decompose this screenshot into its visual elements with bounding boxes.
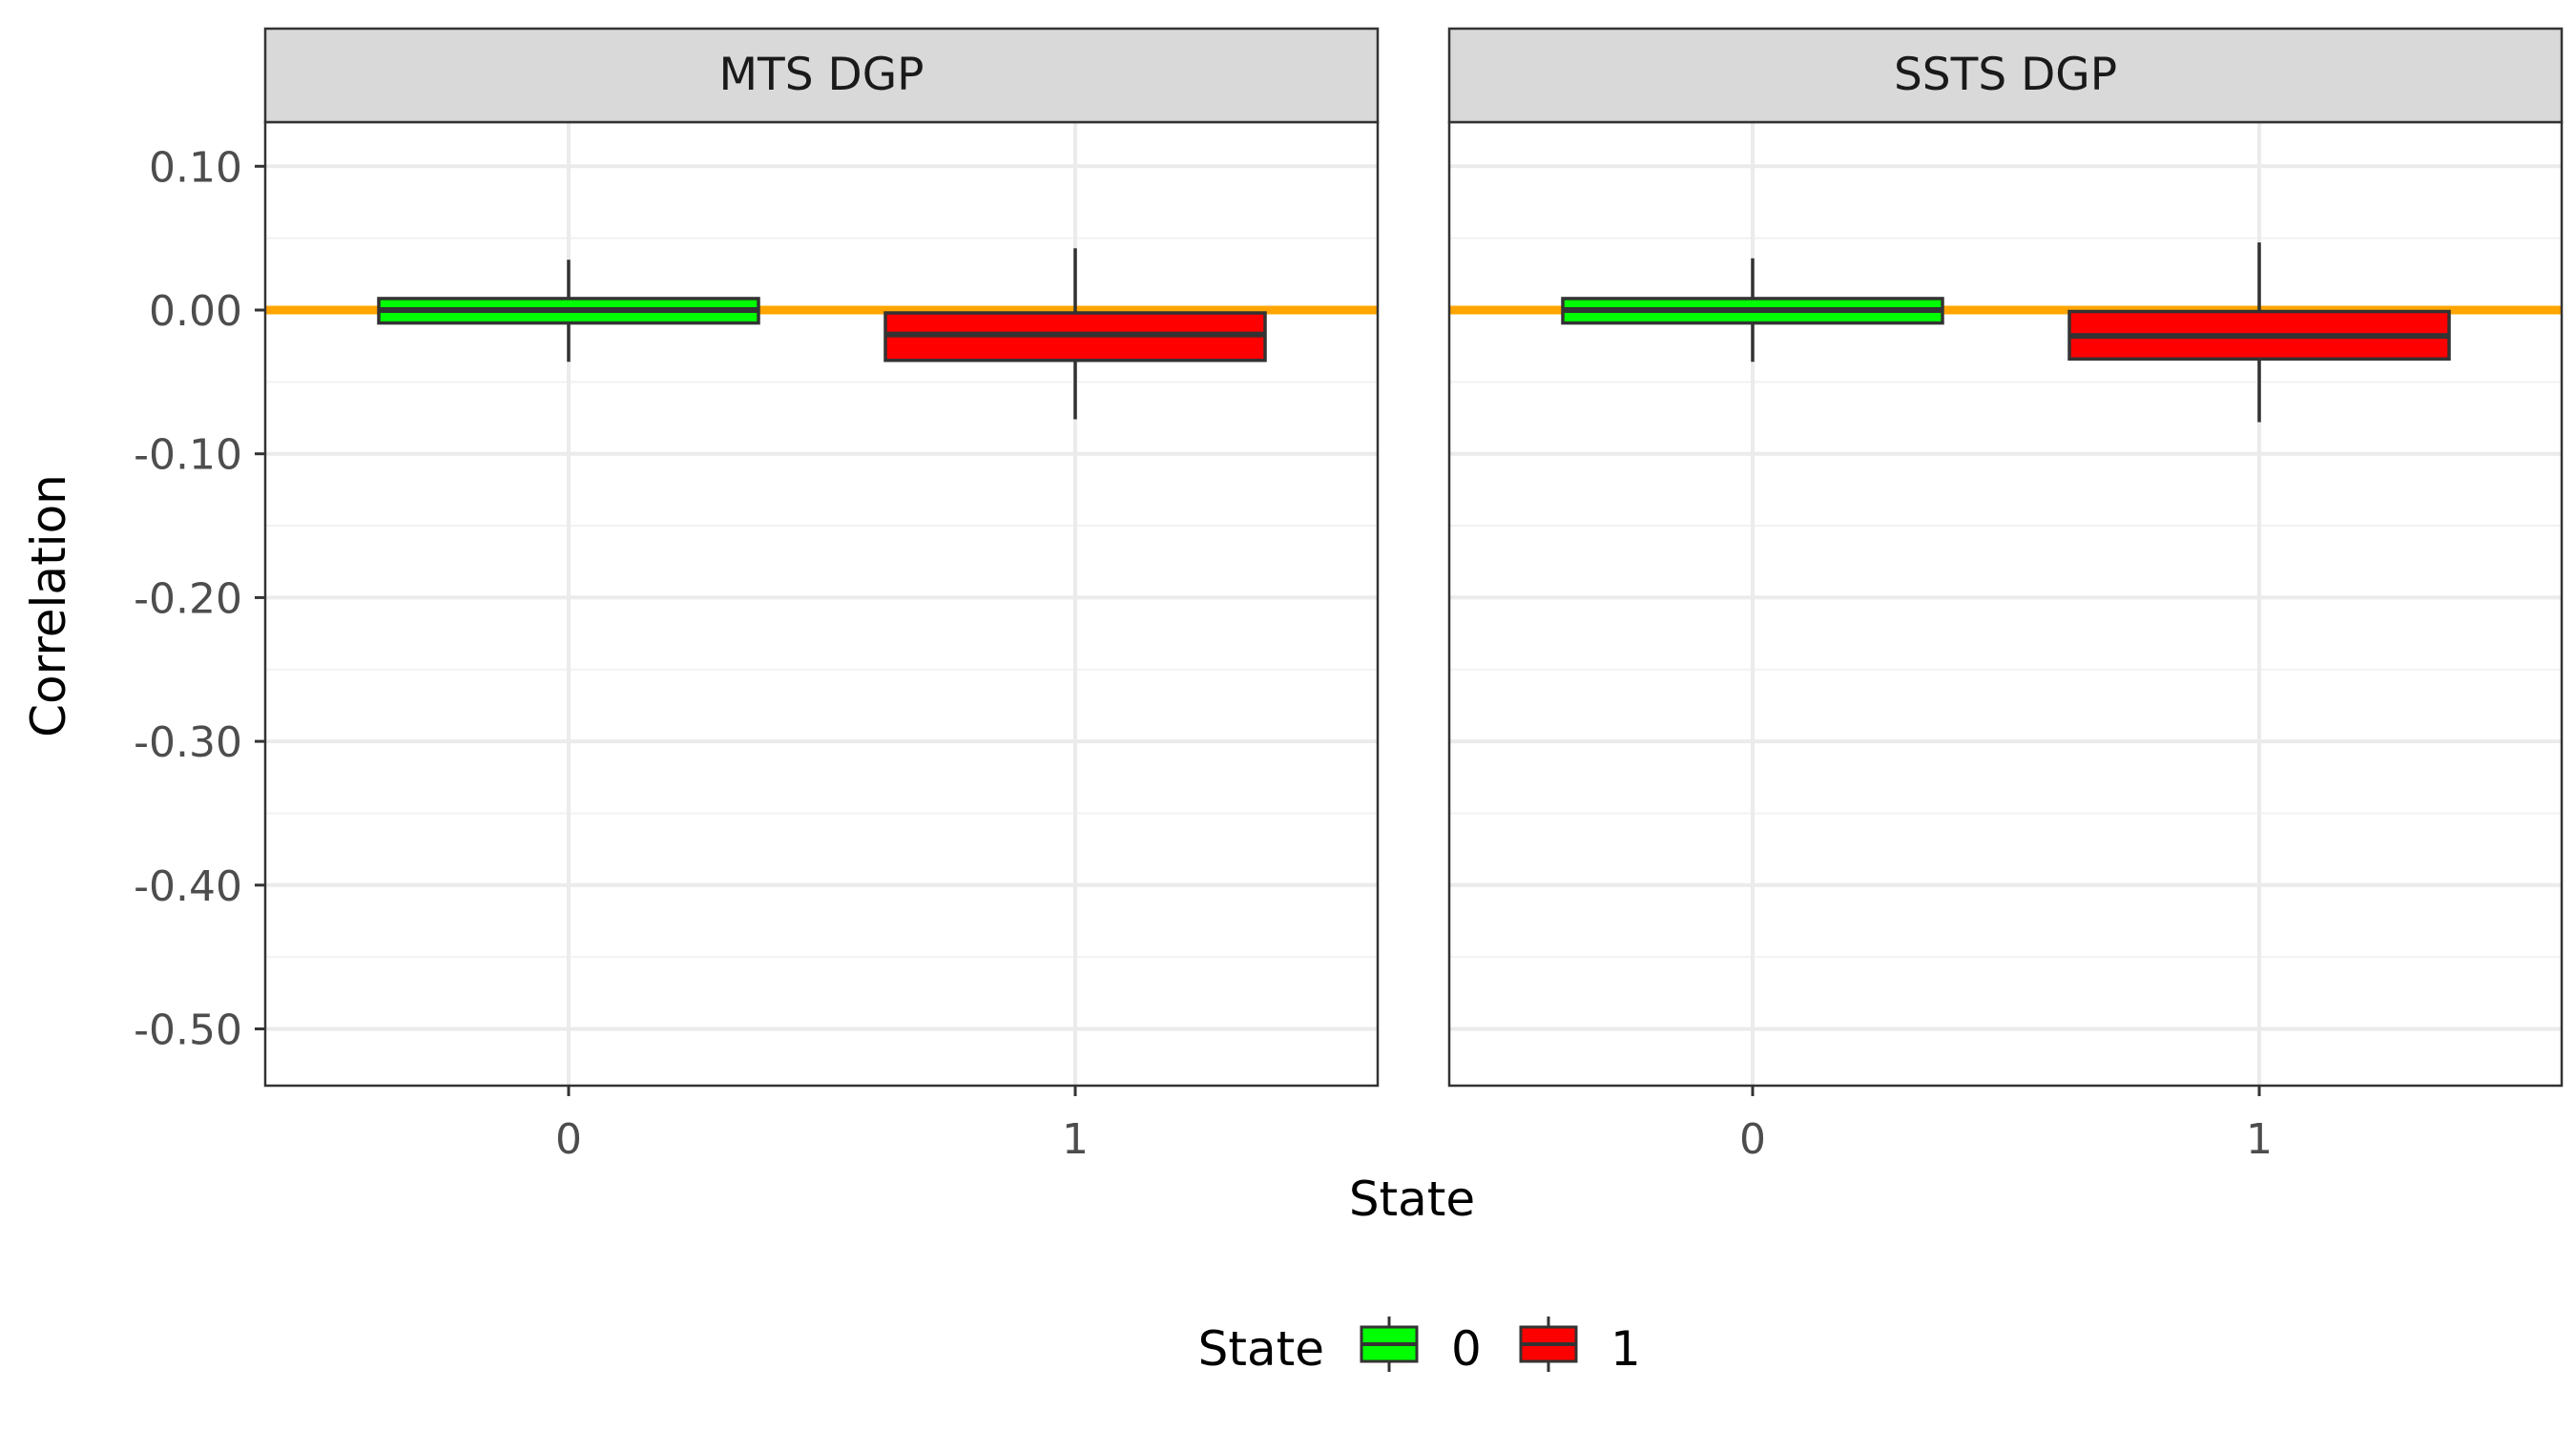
y-axis-title: Correlation — [21, 474, 76, 737]
x-tick-label: 1 — [2246, 1115, 2273, 1164]
y-tick-label: 0.00 — [149, 287, 242, 336]
strip-label: SSTS DGP — [1894, 49, 2117, 101]
facet-panel: MTS DGP 0 1 — [263, 27, 1380, 1164]
x-tick-label: 0 — [1739, 1115, 1766, 1164]
x-tick-label: 1 — [1062, 1115, 1089, 1164]
plot-background — [265, 122, 1378, 1086]
legend-key-0: 0 — [1360, 1317, 1482, 1377]
strip-background — [263, 27, 1380, 124]
strip-background — [1447, 27, 2564, 124]
y-tick-label: -0.50 — [134, 1006, 242, 1055]
legend-label: 0 — [1451, 1321, 1482, 1377]
strip-label: MTS DGP — [719, 49, 924, 101]
boxplot-state-1 — [883, 248, 1267, 420]
y-tick-label: -0.30 — [134, 718, 242, 767]
plot-background — [1449, 122, 2562, 1086]
y-tick-label: -0.10 — [134, 431, 242, 480]
y-axis: 0.10 0.00 -0.10 -0.20 -0.30 -0.40 -0.50 — [134, 143, 265, 1055]
y-tick-label: 0.10 — [149, 143, 242, 192]
x-axis-title: State — [1349, 1172, 1475, 1227]
boxplot-state-0 — [377, 259, 760, 363]
panels: MTS DGP 0 1 SSTS DGP 0 1 0.10 0.00 -0.10 -0.20 -0.… — [134, 27, 2564, 1164]
y-tick-label: -0.20 — [134, 574, 242, 623]
legend: State 0 1 — [1198, 1317, 1641, 1377]
legend-key-1: 1 — [1519, 1317, 1641, 1377]
facet-panel: SSTS DGP 0 1 — [1447, 27, 2564, 1164]
x-tick-label: 0 — [555, 1115, 582, 1164]
boxplot-state-1 — [2067, 242, 2451, 423]
y-tick-label: -0.40 — [134, 862, 242, 911]
legend-title: State — [1198, 1321, 1324, 1377]
boxplot-state-0 — [1561, 258, 1944, 363]
legend-label: 1 — [1610, 1321, 1641, 1377]
